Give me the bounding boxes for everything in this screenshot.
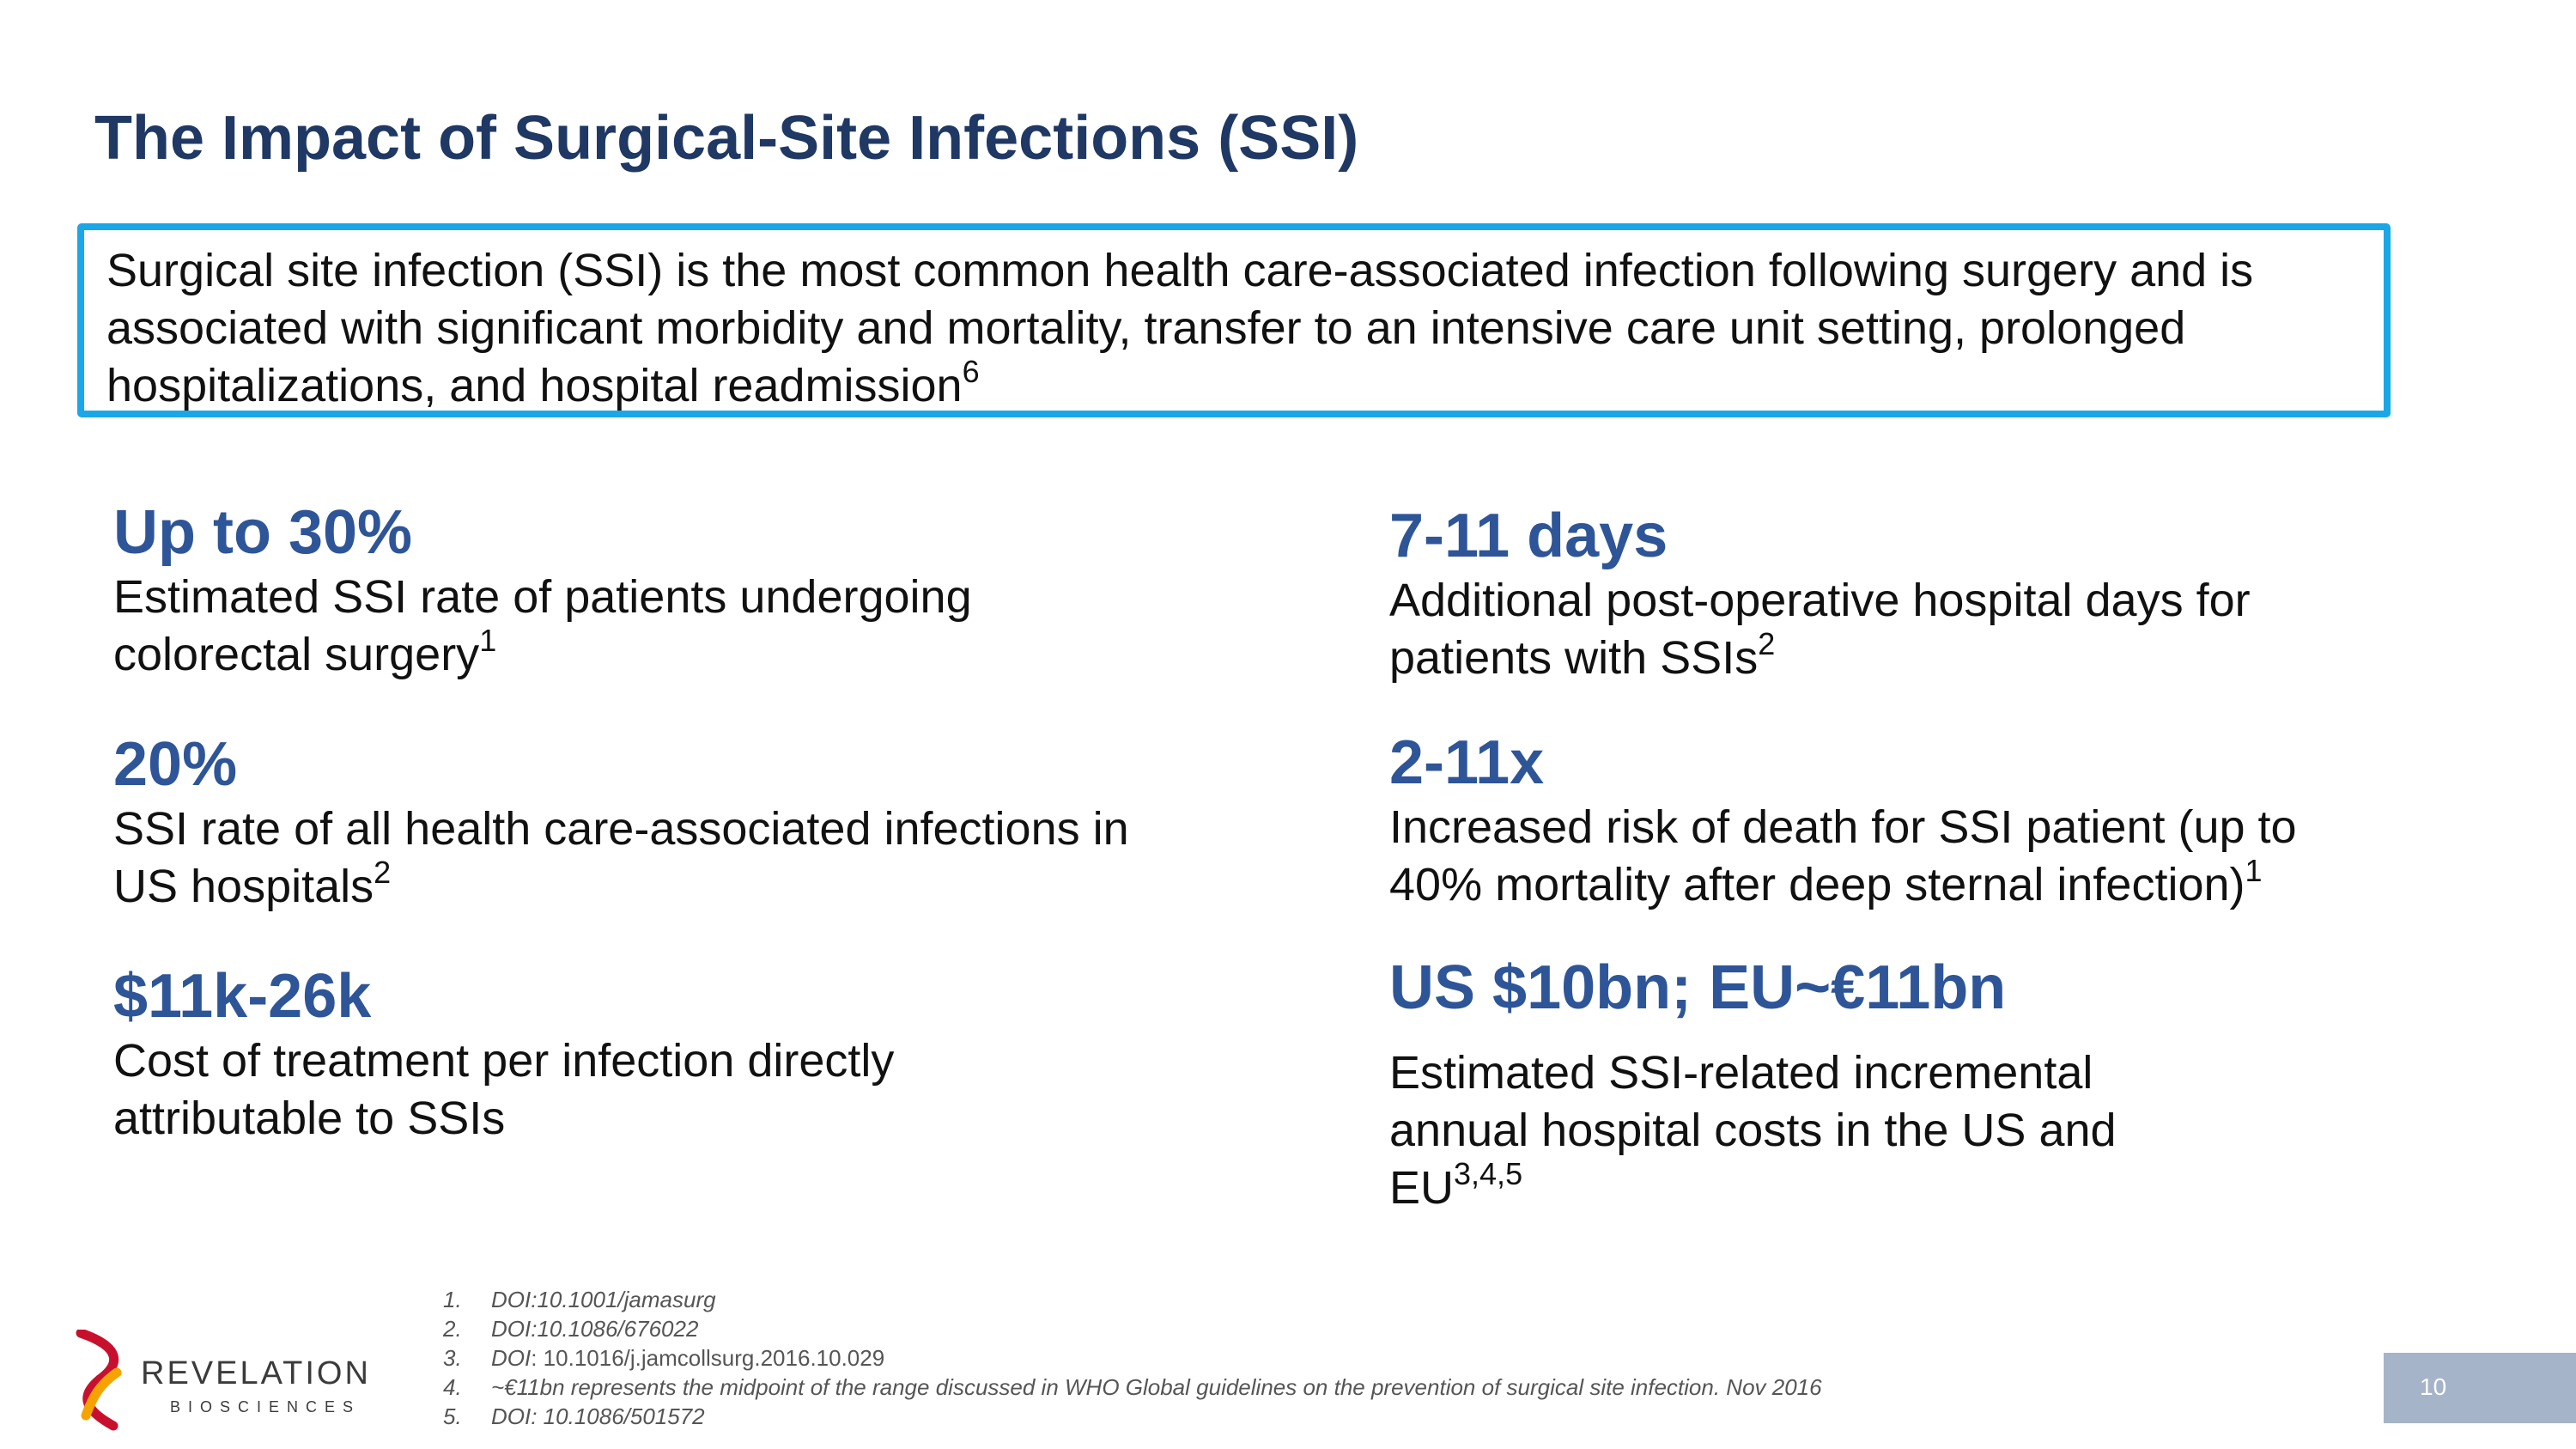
- intro-text: Surgical site infection (SSI) is the mos…: [106, 242, 2373, 415]
- page-number-box: 10: [2384, 1353, 2576, 1423]
- intro-callout-box: Surgical site infection (SSI) is the mos…: [77, 223, 2391, 417]
- footnotes-list: 1. DOI:10.1001/jamasurg 2. DOI:10.1086/676…: [443, 1285, 1822, 1431]
- stat-description: Estimated SSI-related incremental annual…: [1389, 1047, 2117, 1214]
- dna-helix-icon: [76, 1330, 122, 1431]
- page-number: 10: [2420, 1373, 2447, 1400]
- footnote-item: 1. DOI:10.1001/jamasurg: [443, 1287, 716, 1312]
- stat-value: US $10bn; EU~€11bn: [1389, 953, 2007, 1022]
- stat-ssi-rate-hai: 20% SSI rate of all health care-associat…: [113, 728, 1230, 916]
- footnote-item: 3. DOI: 10.1016/j.jamcollsurg.2016.10.029: [443, 1345, 885, 1371]
- stat-ref: 1: [2245, 853, 2263, 888]
- intro-body: Surgical site infection (SSI) is the mos…: [106, 245, 2254, 411]
- stat-value: $11k-26k: [113, 962, 372, 1031]
- stat-treatment-cost: $11k-26k Cost of treatment per infection…: [113, 960, 1230, 1148]
- stat-ref: 1: [479, 623, 497, 658]
- stat-ref: 3,4,5: [1454, 1156, 1523, 1191]
- logo-name: REVELATION: [141, 1355, 371, 1391]
- stat-ref: 2: [1758, 626, 1776, 661]
- stat-value: Up to 30%: [113, 498, 413, 567]
- stat-value: 20%: [113, 730, 238, 799]
- stat-description: Additional post-operative hospital days …: [1389, 575, 2251, 684]
- slide-title: The Impact of Surgical-Site Infections (…: [94, 104, 1359, 173]
- logo-subtitle: BIOSCIENCES: [170, 1398, 361, 1416]
- footnote-item: 2. DOI:10.1086/676022: [443, 1316, 699, 1342]
- intro-ref: 6: [962, 354, 980, 389]
- stat-description: Cost of treatment per infection directly…: [113, 1035, 895, 1144]
- stat-additional-hospital-days: 7-11 days Additional post-operative hosp…: [1389, 500, 2420, 687]
- stat-ssi-rate-colorectal: Up to 30% Estimated SSI rate of patients…: [113, 496, 1230, 684]
- footnote-item: 4. ~€11bn represents the midpoint of the …: [443, 1374, 1822, 1400]
- stat-annual-costs: US $10bn; EU~€11bn Estimated SSI-related…: [1389, 952, 2420, 1217]
- stat-description: Estimated SSI rate of patients undergoin…: [113, 571, 972, 680]
- stat-ref: 2: [374, 855, 392, 890]
- stat-value: 7-11 days: [1389, 502, 1668, 570]
- stat-description: SSI rate of all health care-associated i…: [113, 803, 1129, 912]
- company-logo: REVELATION BIOSCIENCES: [74, 1330, 368, 1433]
- stat-description: Increased risk of death for SSI patient …: [1389, 801, 2297, 910]
- stat-value: 2-11x: [1389, 728, 1545, 797]
- footnote-item: 5. DOI: 10.1086/501572: [443, 1403, 705, 1429]
- stat-death-risk: 2-11x Increased risk of death for SSI pa…: [1389, 727, 2420, 914]
